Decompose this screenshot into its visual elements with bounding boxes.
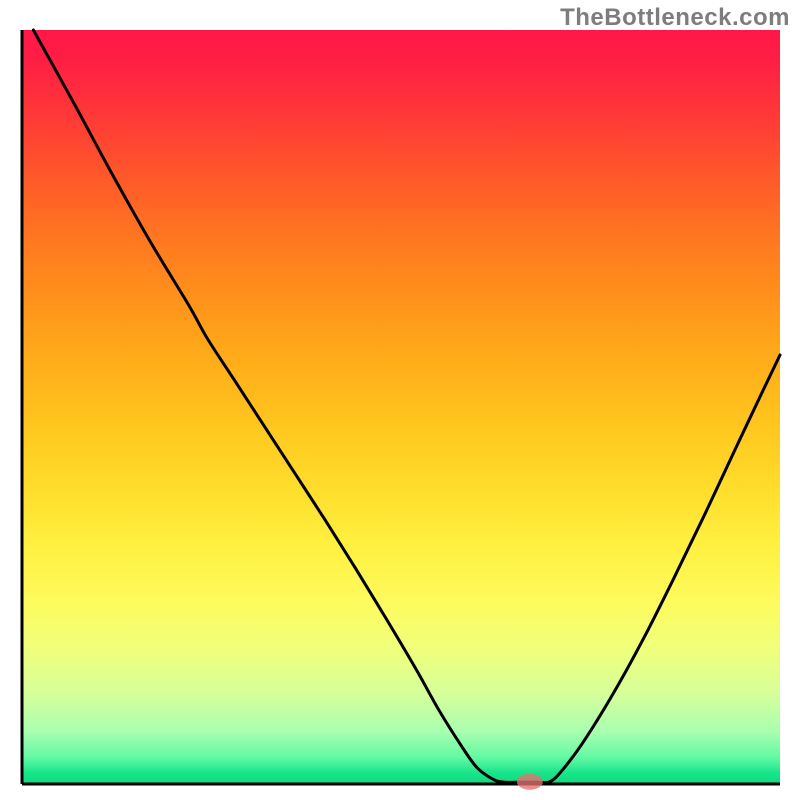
bottleneck-chart <box>0 0 800 800</box>
chart-container: TheBottleneck.com <box>0 0 800 800</box>
plot-background <box>22 30 780 784</box>
optimum-marker <box>517 774 543 790</box>
